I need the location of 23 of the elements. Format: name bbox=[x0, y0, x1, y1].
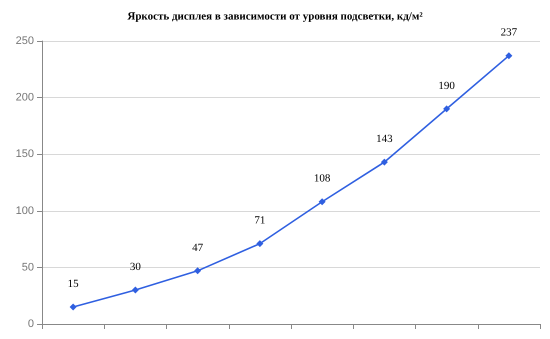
y-tick-label: 0 bbox=[28, 318, 34, 330]
data-label: 143 bbox=[376, 133, 394, 146]
y-tick-label: 200 bbox=[16, 92, 34, 104]
point bbox=[380, 158, 388, 166]
chart-title: Яркость дисплея в зависимости от уровня подсветки, кд/м² bbox=[127, 10, 424, 22]
data-label: 71 bbox=[254, 214, 266, 227]
data-label: 237 bbox=[500, 26, 518, 39]
y-tick-label: 100 bbox=[16, 204, 34, 217]
y-tick-label: 150 bbox=[16, 148, 34, 160]
y-tick-label: 50 bbox=[22, 261, 34, 274]
point bbox=[443, 105, 450, 112]
data-label: 108 bbox=[314, 172, 331, 185]
y-tick-label: 250 bbox=[16, 35, 34, 47]
data-label: 47 bbox=[192, 242, 204, 254]
point bbox=[256, 240, 264, 248]
data-label: 30 bbox=[130, 261, 142, 274]
point bbox=[505, 52, 512, 60]
point bbox=[70, 304, 77, 311]
point bbox=[132, 286, 139, 294]
data-label: 190 bbox=[438, 80, 456, 92]
point bbox=[194, 267, 202, 274]
data-label: 15 bbox=[68, 278, 80, 290]
point bbox=[318, 198, 326, 206]
